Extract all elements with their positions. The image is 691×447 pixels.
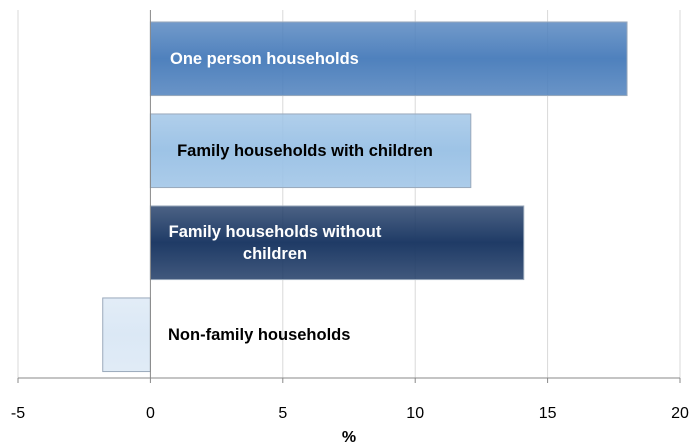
x-tick-label: 20 (671, 405, 689, 422)
bar (149, 21, 628, 97)
category-label: One person households (170, 49, 359, 68)
category-label: Family households with children (177, 141, 433, 160)
x-tick-label: -5 (11, 405, 25, 422)
category-label: Non-family households (168, 325, 351, 344)
x-tick-label: 15 (539, 405, 557, 422)
category-label: Family households without children (168, 222, 382, 263)
bar (102, 297, 151, 373)
bar (149, 205, 525, 281)
x-tick-label: 5 (278, 405, 287, 422)
bar (149, 113, 472, 189)
x-tick-label: 0 (146, 405, 155, 422)
x-tick-label: 10 (406, 405, 424, 422)
x-axis-label: % (342, 429, 356, 446)
